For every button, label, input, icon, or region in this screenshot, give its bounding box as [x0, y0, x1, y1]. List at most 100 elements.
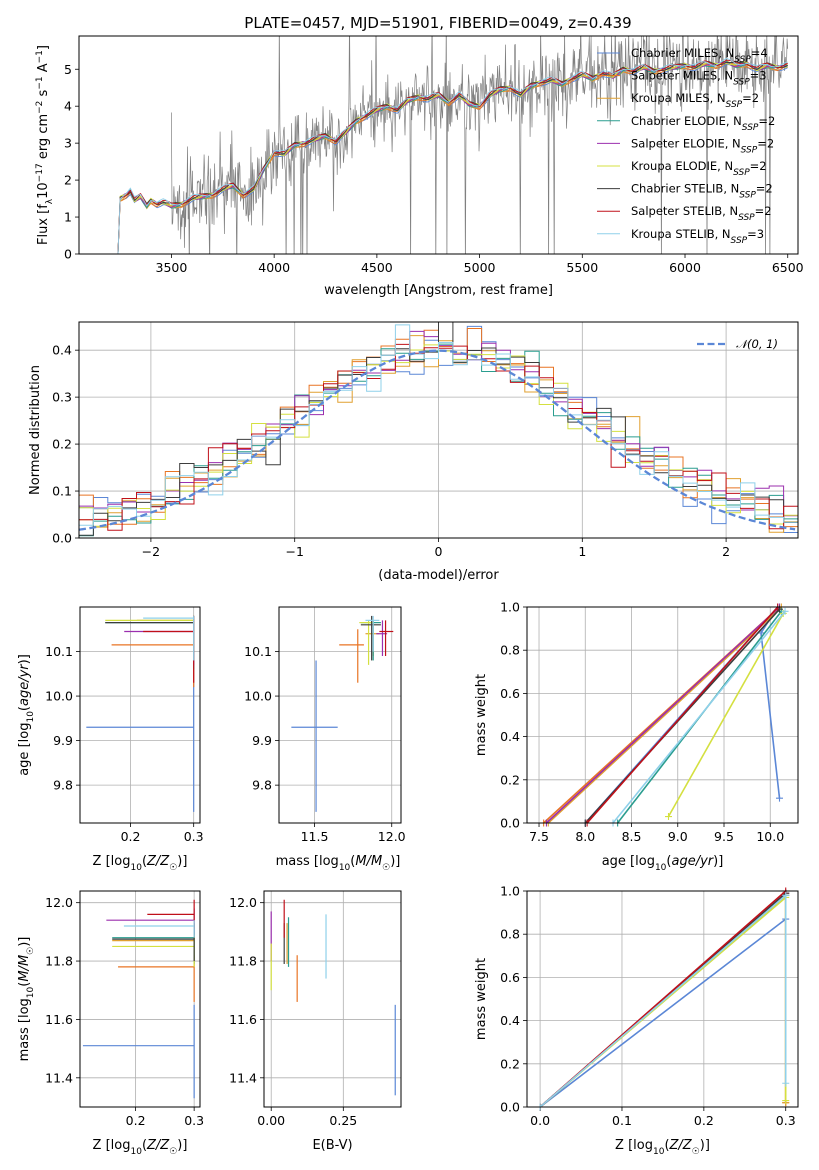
y-tick-label: 11.6	[229, 1012, 257, 1027]
mass_vs_ebv-axes: 0.00 0.25 11.4 11.6 11.8 12.0 E(B-V)	[229, 891, 401, 1153]
model-spectrum-8	[109, 57, 788, 254]
y-tick-label: 0.4	[500, 729, 520, 744]
y-tick-label: 0.4	[52, 343, 72, 358]
x-tick-label: 7.5	[529, 829, 549, 844]
weight-marker	[782, 891, 790, 899]
y-tick-label: 10.0	[244, 689, 272, 704]
y-tick-label: 0.0	[500, 816, 520, 831]
y-tick-label: 1.0	[500, 884, 520, 899]
y-tick-label: 11.8	[45, 954, 73, 969]
legend-label: Salpeter STELIB, NSSP=2	[631, 204, 772, 223]
x-axis-label: wavelength [Angstrom, rest frame]	[324, 283, 553, 298]
legend-label: Kroupa MILES, NSSP=2	[631, 91, 759, 110]
x-tick-label: 0.3	[184, 829, 204, 844]
x-tick-label: 9.5	[714, 829, 734, 844]
legend-label: Chabrier ELODIE, NSSP=2	[631, 114, 775, 133]
massweight_vs_Z-frame	[526, 890, 799, 1108]
y-tick-label: 11.6	[45, 1012, 73, 1027]
x-axis-label: (data-model)/error	[378, 568, 499, 583]
age_vs_Z-frame	[79, 606, 201, 824]
y-tick-label: 0.2	[52, 437, 72, 452]
y-axis-label: age [log10(age/yr)]	[17, 654, 36, 776]
legend-label: Chabrier MILES, NSSP=4	[631, 46, 768, 65]
legend-label: Chabrier STELIB, NSSP=2	[631, 182, 773, 201]
weight-series-8	[612, 610, 786, 823]
x-axis-label: Z [log10(Z/Z☉)]	[615, 1138, 710, 1157]
x-tick-label: 10.0	[756, 829, 784, 844]
age_vs_mass-axes: 11.5 12.0 9.8 9.9 10.0 10.1 mass [log10(M/M☉)]	[244, 607, 406, 873]
weight-series-0	[539, 918, 787, 1107]
x-axis-label: Z [log10(Z/Z☉)]	[93, 854, 188, 873]
weight-series-5	[667, 613, 784, 817]
y-tick-label: 0.8	[500, 927, 520, 942]
y-tick-label: 1.0	[500, 600, 520, 615]
weight-marker	[781, 607, 789, 615]
y-tick-label: 12.0	[229, 895, 257, 910]
y-tick-label: 9.9	[252, 733, 272, 748]
y-tick-label: 0.4	[500, 1013, 520, 1028]
y-tick-label: 0.0	[500, 1100, 520, 1115]
x-tick-label: −2	[142, 544, 160, 559]
x-tick-label: 0.3	[184, 1113, 204, 1128]
x-tick-label: 0.2	[126, 1113, 146, 1128]
weight-series-2	[547, 607, 782, 823]
mass_vs_Z-frame	[79, 890, 201, 1108]
x-tick-label: 12.0	[378, 829, 406, 844]
y-tick-label: 0.3	[52, 390, 72, 405]
massweight_vs_Z-axes: 0.0 0.1 0.2 0.3 0.0 0.2 0.4 0.6 0.8 1.0 mass weigh…	[474, 884, 798, 1157]
normal-curve	[79, 349, 796, 531]
x-tick-label: 0.2	[121, 829, 141, 844]
y-tick-label: 1	[64, 210, 72, 225]
y-tick-label: 11.4	[229, 1070, 257, 1085]
weight-marker	[665, 813, 673, 821]
massweight_vs_age-axes: 7.5 8.0 8.5 9.0 9.5 10.0 0.0 0.2 0.4 0.6 0.8 1.0 mas…	[474, 600, 798, 873]
y-tick-label: 0.2	[500, 1056, 520, 1071]
weight-marker	[782, 1079, 790, 1087]
y-tick-label: 0.8	[500, 643, 520, 658]
x-tick-label: 3500	[156, 260, 188, 275]
observed-spectrum	[171, 36, 789, 254]
x-tick-label: 9.0	[668, 829, 688, 844]
y-tick-label: 10.1	[244, 644, 272, 659]
legend-label: 𝒩(0, 1)	[736, 337, 778, 351]
x-tick-label: 4500	[361, 260, 393, 275]
y-tick-label: 9.8	[53, 778, 73, 793]
x-axis-label: Z [log10(Z/Z☉)]	[93, 1138, 188, 1157]
x-tick-label: −1	[285, 544, 303, 559]
y-tick-label: 3	[64, 136, 72, 151]
legend-label: Salpeter MILES, NSSP=3	[631, 69, 767, 88]
y-tick-label: 2	[64, 173, 72, 188]
y-tick-label: 4	[64, 99, 72, 114]
y-tick-label: 0.6	[500, 970, 520, 985]
x-tick-label: 2	[722, 544, 730, 559]
figure-title: PLATE=0457, MJD=51901, FIBERID=0049, z=0…	[244, 14, 631, 32]
age_vs_Z-axes: 0.2 0.3 9.8 9.9 10.0 10.1 Z [log10(Z/Z☉)] age […	[17, 607, 204, 873]
y-axis-label: Flux [fλ10−17 erg cm−2 s−1 A−1]	[35, 45, 55, 245]
x-tick-label: 8.5	[622, 829, 642, 844]
model-spectrum-2	[109, 60, 788, 254]
y-tick-label: 9.9	[53, 733, 73, 748]
x-axis-label: age [log10(age/yr)]	[602, 854, 724, 873]
x-tick-label: 0.2	[694, 1113, 714, 1128]
x-tick-label: 0.25	[329, 1113, 357, 1128]
x-tick-label: 1	[578, 544, 586, 559]
legend-label: Salpeter ELODIE, NSSP=2	[631, 136, 774, 155]
x-tick-label: 11.5	[301, 829, 329, 844]
weight-marker	[782, 1097, 790, 1105]
x-tick-label: 0	[435, 544, 443, 559]
weight-marker	[776, 794, 784, 802]
x-tick-label: 0.3	[776, 1113, 796, 1128]
x-tick-label: 8.0	[575, 829, 595, 844]
massweight_vs_age-frame	[526, 606, 799, 824]
y-tick-label: 11.4	[45, 1070, 73, 1085]
y-tick-label: 10.0	[45, 689, 73, 704]
mass_vs_Z-axes: 0.2 0.3 11.4 11.6 11.8 12.0 Z [log10(Z/Z☉)] mas…	[17, 891, 204, 1157]
residuals-frame	[78, 321, 799, 539]
y-axis-label: mass weight	[474, 958, 489, 1040]
spectrum-frame	[78, 35, 799, 255]
weight-series-4	[545, 607, 781, 823]
y-tick-label: 0.1	[52, 484, 72, 499]
spectrum-legend: Chabrier MILES, NSSP=4 Salpeter MILES, NS…	[597, 46, 775, 246]
x-tick-label: 6500	[772, 260, 804, 275]
